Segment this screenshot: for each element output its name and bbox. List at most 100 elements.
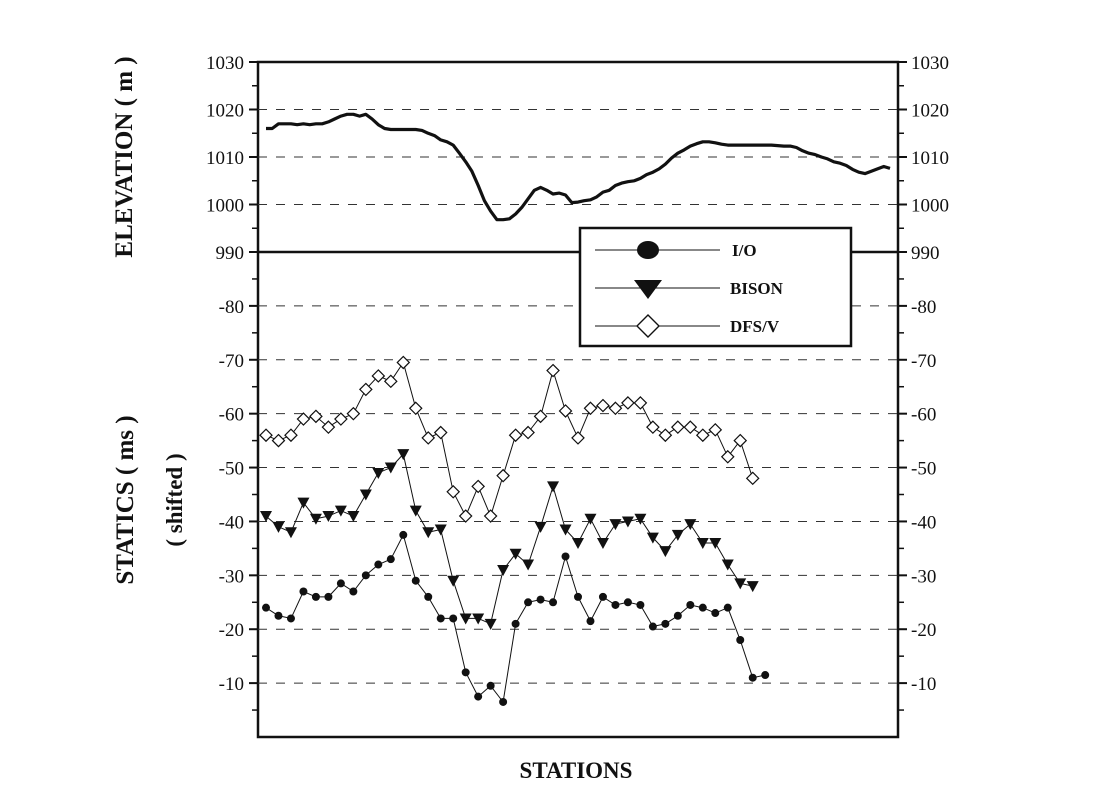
point-dfs-v	[608, 401, 623, 416]
point-i-o	[349, 587, 358, 596]
point-i-o	[386, 555, 395, 564]
point-bison	[372, 467, 385, 479]
point-i-o	[449, 614, 458, 623]
y-tick-label-left: -30	[219, 566, 244, 587]
y-tick-label-left: 1000	[206, 196, 244, 217]
point-dfs-v	[695, 428, 710, 443]
statics-axis-title: STATICS ( ms )	[112, 415, 139, 584]
point-dfs-v	[533, 409, 548, 424]
point-dfs-v	[446, 484, 461, 499]
point-bison	[609, 519, 622, 531]
y-tick-label-right: 1030	[911, 53, 949, 74]
point-dfs-v	[271, 433, 286, 448]
point-dfs-v	[284, 428, 298, 443]
point-i-o	[549, 598, 558, 607]
y-tick-label-right: -50	[911, 459, 936, 480]
point-dfs-v	[433, 425, 448, 440]
point-bison	[534, 521, 547, 533]
series-line-i-o	[265, 534, 766, 703]
point-i-o	[623, 598, 632, 607]
point-i-o	[424, 592, 433, 601]
point-bison	[684, 519, 697, 531]
y-tick-label-right: 1020	[911, 101, 949, 122]
series-line-elevation	[266, 112, 891, 222]
y-tick-label-right: -60	[911, 405, 936, 426]
point-i-o	[411, 576, 420, 585]
point-i-o	[336, 579, 345, 588]
point-i-o	[673, 611, 682, 620]
point-dfs-v	[571, 431, 585, 445]
y-tick-label-left: 1020	[206, 101, 244, 122]
y-tick-label-left: -40	[219, 512, 244, 533]
point-bison	[284, 527, 297, 539]
point-dfs-v	[396, 355, 411, 370]
point-bison	[384, 462, 397, 474]
point-dfs-v	[309, 409, 323, 424]
point-i-o	[361, 571, 370, 580]
point-dfs-v	[421, 431, 436, 445]
point-bison	[696, 538, 709, 549]
point-i-o	[748, 673, 757, 682]
series-lines	[265, 112, 891, 703]
point-i-o	[661, 619, 670, 628]
y-tick-label-right: 990	[911, 243, 940, 264]
point-i-o	[586, 617, 595, 626]
y-tick-label-right: -70	[911, 351, 936, 372]
legend-bison-label: BISON	[730, 279, 784, 298]
point-dfs-v	[708, 422, 723, 437]
y-tick-label-right: -80	[911, 297, 936, 318]
point-i-o	[324, 592, 333, 601]
legend: I/O BISON DFS/V	[578, 226, 853, 348]
point-dfs-v	[371, 369, 386, 383]
point-i-o	[698, 603, 707, 612]
point-bison	[547, 481, 560, 493]
y-tick-label-right: -40	[911, 512, 936, 533]
point-dfs-v	[458, 509, 473, 523]
point-dfs-v	[733, 433, 748, 448]
point-i-o	[761, 671, 770, 680]
point-dfs-v	[521, 425, 535, 440]
y-tick-label-left: -10	[219, 674, 244, 695]
point-i-o	[648, 622, 657, 631]
legend-io-label: I/O	[732, 241, 757, 260]
series-line-bison	[265, 453, 753, 625]
elevation-axis-title: ELEVATION ( m )	[111, 56, 138, 257]
point-i-o	[511, 619, 520, 628]
point-dfs-v	[745, 471, 760, 486]
legend-entry-io: I/O	[595, 241, 757, 260]
y-tick-label-left: 990	[216, 243, 245, 264]
point-i-o	[311, 592, 320, 601]
legend-box	[578, 226, 853, 348]
y-tick-label-left: 1010	[206, 148, 244, 169]
point-bison	[746, 581, 759, 593]
point-i-o	[686, 600, 695, 609]
point-dfs-v	[658, 428, 673, 443]
point-i-o	[286, 614, 295, 623]
point-i-o	[536, 595, 545, 604]
point-i-o	[736, 636, 745, 644]
y-tick-label-left: 1030	[206, 53, 244, 74]
point-bison	[671, 529, 684, 541]
plot-frames	[256, 60, 900, 739]
point-bison	[659, 546, 672, 558]
point-dfs-v	[408, 401, 423, 416]
legend-dfsv-label: DFS/V	[730, 317, 780, 336]
y-tick-label-right: -30	[911, 566, 936, 587]
point-i-o	[474, 692, 483, 701]
point-i-o	[524, 598, 533, 607]
point-bison	[734, 578, 747, 590]
point-dfs-v	[670, 420, 685, 434]
statics-axis-subtitle: ( shifted )	[162, 453, 187, 546]
point-i-o	[611, 600, 620, 609]
legend-entry-dfsv: DFS/V	[595, 314, 780, 338]
point-bison	[634, 513, 647, 525]
point-bison	[484, 618, 497, 630]
point-dfs-v	[633, 396, 648, 410]
point-dfs-v	[646, 420, 660, 434]
y-tick-label-right: -10	[911, 674, 936, 695]
point-i-o	[636, 600, 645, 609]
point-i-o	[561, 552, 570, 561]
point-dfs-v	[720, 449, 735, 464]
point-bison	[584, 513, 597, 525]
